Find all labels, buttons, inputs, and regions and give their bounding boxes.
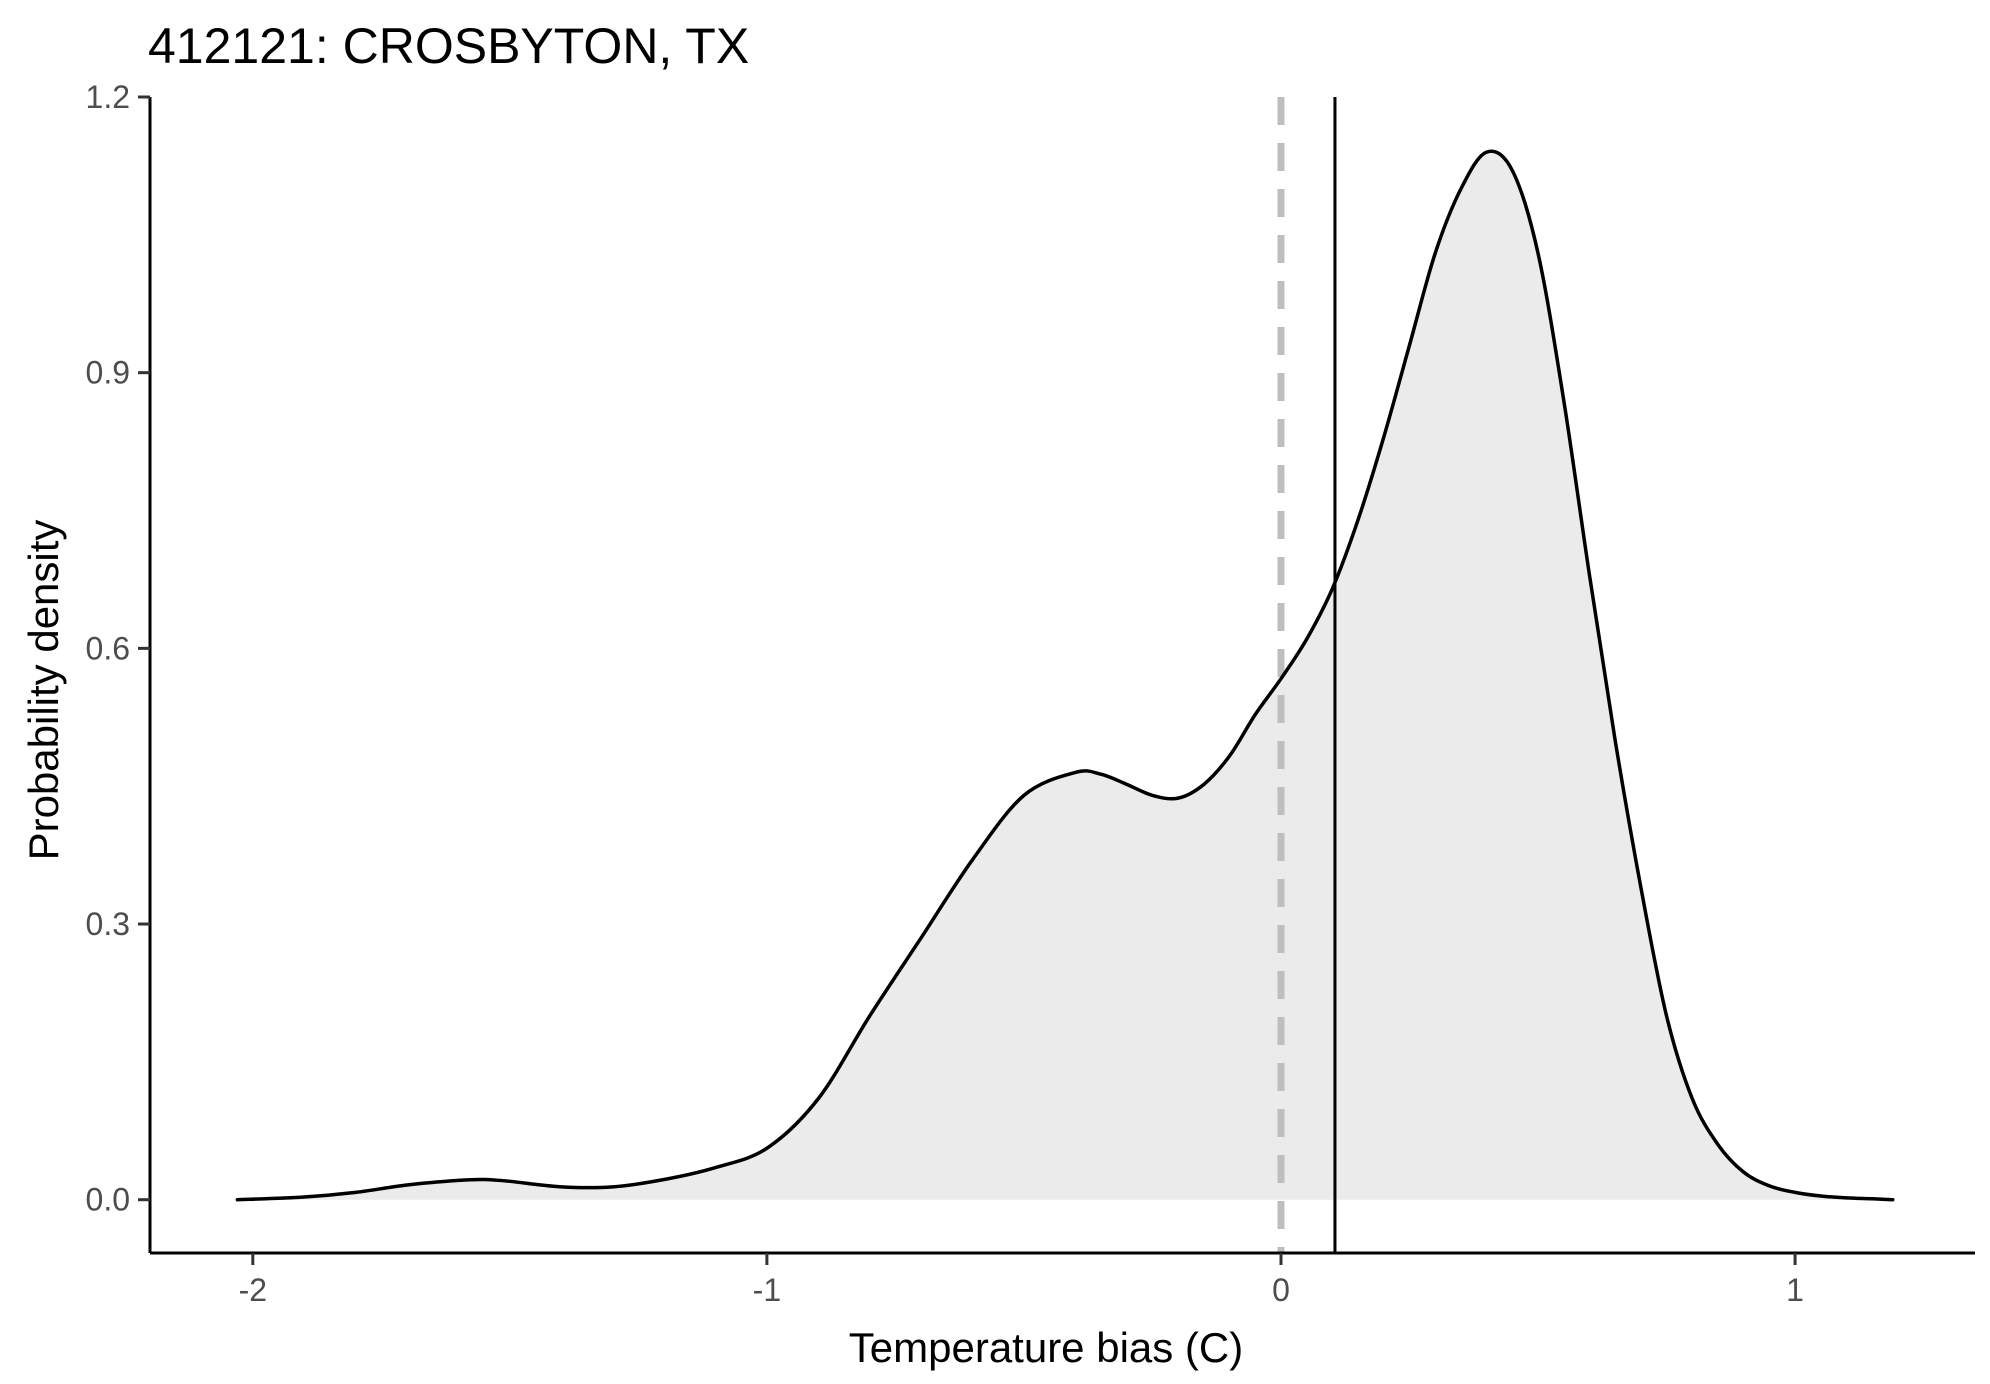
x-tick-label: 0 bbox=[1272, 1272, 1290, 1308]
x-axis-ticks: -2 -1 0 1 bbox=[239, 1253, 1804, 1308]
x-tick-label: 1 bbox=[1786, 1272, 1804, 1308]
x-tick-label: -2 bbox=[239, 1272, 267, 1308]
density-area bbox=[237, 151, 1893, 1200]
y-tick-label: 0.9 bbox=[86, 355, 130, 391]
y-tick-label: 0.0 bbox=[86, 1182, 130, 1218]
y-tick-label: 0.3 bbox=[86, 906, 130, 942]
axes: -2 -1 0 1 0.0 0.3 0.6 0.9 1.2 bbox=[86, 79, 1975, 1308]
plot-area bbox=[235, 97, 1895, 1253]
y-tick-label: 1.2 bbox=[86, 79, 130, 115]
chart-title: 412121: CROSBYTON, TX bbox=[148, 18, 749, 74]
y-axis-ticks: 0.0 0.3 0.6 0.9 1.2 bbox=[86, 79, 150, 1218]
density-curve bbox=[235, 149, 1895, 1202]
x-tick-label: -1 bbox=[753, 1272, 781, 1308]
y-axis-title: Probability density bbox=[20, 520, 67, 861]
y-tick-label: 0.6 bbox=[86, 630, 130, 666]
x-axis-title: Temperature bias (C) bbox=[849, 1324, 1243, 1371]
